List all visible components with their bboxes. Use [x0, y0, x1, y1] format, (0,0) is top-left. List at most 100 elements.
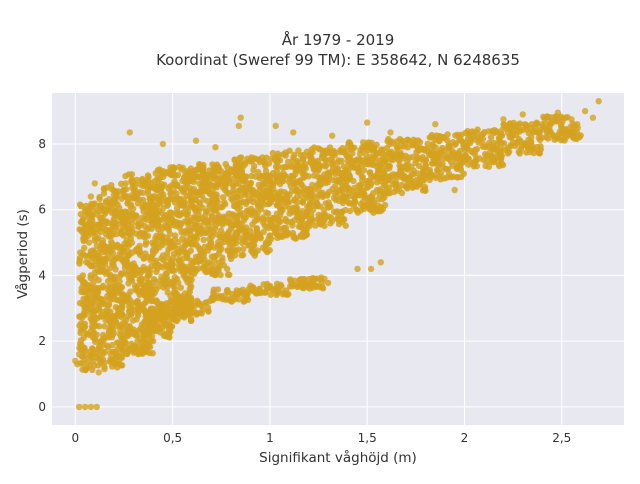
scatter-point [145, 332, 153, 340]
scatter-point [154, 323, 162, 330]
scatter-point [207, 261, 214, 269]
scatter-point [157, 329, 164, 336]
scatter-point [100, 190, 108, 197]
chart-title-line1: År 1979 - 2019 [282, 30, 395, 49]
scatter-point [109, 341, 116, 349]
scatter-point [121, 298, 128, 305]
scatter-point [109, 259, 117, 267]
scatter-point [362, 160, 369, 168]
scatter-point [476, 137, 483, 144]
scatter-point [262, 289, 269, 296]
scatter-point [154, 312, 162, 319]
scatter-point [432, 144, 439, 151]
scatter-point [279, 227, 287, 235]
scatter-point [494, 145, 501, 152]
scatter-point [504, 122, 512, 129]
scatter-point [517, 146, 525, 153]
scatter-point [219, 194, 227, 201]
scatter-point [360, 167, 368, 174]
scatter-point [130, 349, 137, 356]
scatter-point [183, 230, 190, 237]
scatter-point [306, 219, 313, 226]
scatter-point [193, 310, 201, 317]
scatter-point [528, 124, 535, 132]
scatter-point [467, 147, 474, 154]
plot-area [52, 93, 624, 425]
scatter-point [177, 284, 184, 291]
scatter-point [209, 161, 216, 168]
scatter-point [135, 190, 142, 197]
scatter-point [277, 281, 284, 288]
scatter-point [105, 283, 113, 291]
scatter-point [251, 252, 258, 259]
scatter-point [422, 162, 430, 169]
scatter-point [360, 205, 368, 213]
scatter-point [164, 283, 171, 290]
scatter-point [188, 296, 195, 304]
scatter-point [338, 213, 345, 220]
scatter-point [208, 233, 216, 240]
scatter-point [98, 357, 105, 364]
scatter-point [295, 283, 302, 290]
scatter-point [268, 235, 275, 243]
scatter-point [123, 210, 130, 217]
scatter-point [145, 224, 152, 231]
scatter-point [105, 301, 113, 309]
scatter-point [152, 298, 160, 305]
scatter-point [334, 159, 342, 166]
scatter-point [443, 174, 451, 181]
scatter-point [96, 224, 104, 231]
scatter-point [295, 167, 303, 174]
scatter-point [91, 180, 99, 187]
scatter-point [87, 193, 95, 200]
x-tick-label: 1 [266, 431, 274, 445]
scatter-point [329, 132, 336, 139]
scatter-point [299, 198, 306, 206]
x-tick-label: 1,5 [358, 431, 377, 445]
scatter-point [144, 342, 152, 349]
scatter-point [234, 205, 241, 212]
scatter-point [230, 190, 238, 197]
scatter-point [175, 222, 182, 229]
scatter-point [250, 199, 257, 206]
scatter-point [179, 300, 186, 307]
scatter-point [291, 196, 298, 203]
scatter-point [301, 278, 309, 286]
scatter-point [230, 211, 238, 219]
scatter-point [161, 170, 169, 177]
scatter-point [275, 193, 282, 200]
scatter-point [426, 166, 433, 174]
scatter-point [274, 286, 282, 293]
scatter-point [312, 158, 319, 165]
scatter-point [217, 271, 224, 279]
scatter-point [432, 121, 439, 128]
scatter-point [110, 279, 118, 286]
scatter-point [192, 214, 199, 221]
scatter-point [337, 170, 345, 177]
scatter-point [280, 289, 287, 296]
scatter-point [165, 226, 172, 234]
scatter-point [512, 142, 519, 150]
scatter-point [357, 187, 364, 194]
scatter-point [162, 270, 170, 277]
scatter-point [488, 158, 495, 166]
scatter-point [120, 331, 128, 338]
scatter-point [254, 232, 262, 239]
scatter-point [284, 158, 292, 166]
scatter-point [109, 206, 116, 214]
scatter-point [309, 206, 317, 214]
scatter-point [486, 139, 493, 146]
scatter-point [172, 299, 179, 306]
scatter-point [200, 179, 207, 187]
scatter-point [170, 188, 177, 195]
scatter-point [118, 311, 126, 318]
scatter-point [282, 215, 289, 223]
scatter-point [191, 173, 199, 180]
scatter-point [131, 181, 139, 188]
scatter-point [235, 173, 243, 180]
scatter-point [272, 173, 279, 180]
scatter-point [374, 179, 381, 186]
scatter-point [150, 221, 158, 228]
scatter-point [437, 169, 445, 177]
scatter-point [519, 111, 526, 118]
